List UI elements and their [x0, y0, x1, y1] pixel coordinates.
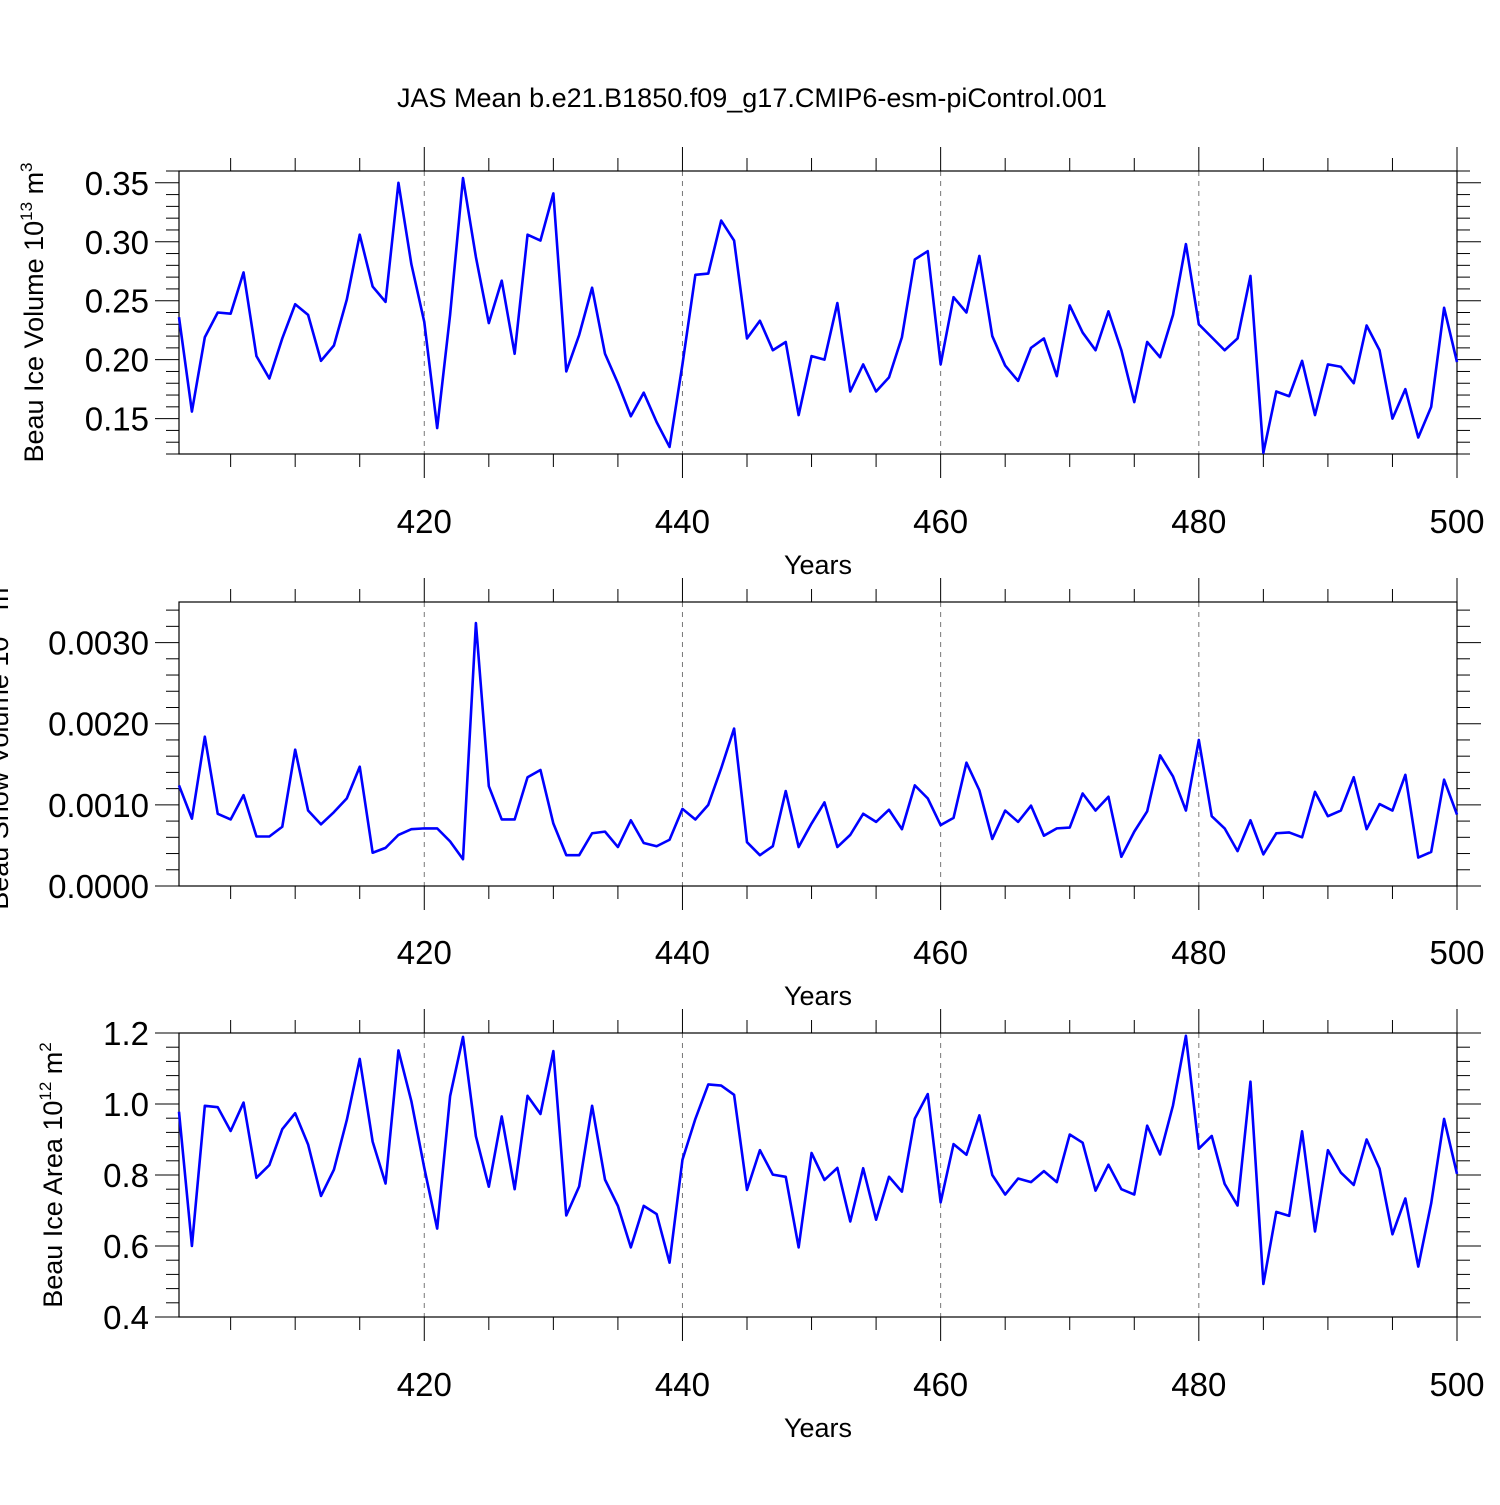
- y-tick-label: 0.8: [103, 1157, 149, 1194]
- x-tick-label: 480: [1171, 503, 1226, 540]
- y-axis-title: Beau Ice Area 1012 m2: [36, 1042, 68, 1308]
- x-tick-label: 460: [913, 934, 968, 971]
- x-tick-label: 460: [913, 503, 968, 540]
- panel-3: 0.4 0.6 0.8 1.0 1.2 420 440 460 480 500 Years Beau …: [36, 1009, 1485, 1443]
- plot-frame: [178, 601, 1458, 887]
- y-tick-label: 0.20: [85, 342, 149, 379]
- y-tick-label: 0.0000: [48, 868, 149, 905]
- y-tick-label: 0.4: [103, 1299, 149, 1336]
- plot-frame: [178, 1032, 1458, 1318]
- x-axis-title: Years: [784, 981, 852, 1011]
- y-tick-label: 1.2: [103, 1015, 149, 1052]
- x-tick-label: 420: [397, 934, 452, 971]
- x-tick-label: 500: [1429, 1366, 1484, 1403]
- x-tick-label: 420: [397, 1366, 452, 1403]
- y-axis-title: Beau Snow Volume 1013 m3: [0, 578, 14, 910]
- panel-1: 0.15 0.20 0.25 0.30 0.35 420 440 460 480 500 Years…: [17, 147, 1485, 580]
- x-tick-label: 440: [655, 934, 710, 971]
- y-tick-label: 0.6: [103, 1228, 149, 1265]
- y-tick-label: 1.0: [103, 1086, 149, 1123]
- x-tick-label: 440: [655, 1366, 710, 1403]
- panel-2: 0.0000 0.0010 0.0020 0.0030 420 440 460 480 500 Y…: [0, 578, 1485, 1011]
- y-tick-label: 0.0010: [48, 787, 149, 824]
- x-tick-label: 480: [1171, 934, 1226, 971]
- y-tick-label: 0.15: [85, 401, 149, 438]
- y-tick-label: 0.30: [85, 224, 149, 261]
- x-axis-title: Years: [784, 550, 852, 580]
- y-tick-label: 0.0030: [48, 625, 149, 662]
- x-tick-label: 480: [1171, 1366, 1226, 1403]
- x-axis-title: Years: [784, 1413, 852, 1443]
- y-tick-label: 0.35: [85, 165, 149, 202]
- x-tick-label: 500: [1429, 934, 1484, 971]
- series-line: [177, 176, 1459, 455]
- x-tick-label: 460: [913, 1366, 968, 1403]
- y-axis-title: Beau Ice Volume 1013 m3: [17, 162, 49, 462]
- series-line: [177, 1034, 1459, 1286]
- plot-frame: [178, 170, 1458, 455]
- x-tick-label: 420: [397, 503, 452, 540]
- chart-title: JAS Mean b.e21.B1850.f09_g17.CMIP6-esm-p…: [397, 83, 1107, 113]
- x-tick-label: 440: [655, 503, 710, 540]
- y-tick-label: 0.25: [85, 283, 149, 320]
- chart-panels: 0.15 0.20 0.25 0.30 0.35 420 440 460 480 500 Years…: [0, 147, 1485, 1443]
- y-tick-label: 0.0020: [48, 706, 149, 743]
- series-line: [177, 621, 1459, 861]
- x-tick-label: 500: [1429, 503, 1484, 540]
